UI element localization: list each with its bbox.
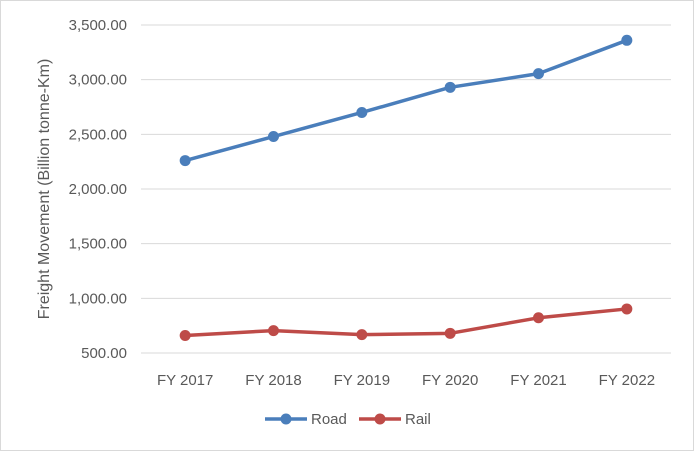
y-tick-label: 1,000.00 [69,290,127,307]
road-data-point [356,106,368,118]
series-group [179,34,633,342]
y-tick-label: 1,500.00 [69,236,127,253]
rail-legend-label: Rail [405,411,431,428]
road-data-point [621,34,633,46]
legend: Road Rail [265,411,431,428]
rail-data-point [444,327,456,339]
x-tick-label: FY 2017 [157,372,213,389]
y-tick-label: 3,500.00 [69,17,127,34]
road-data-point [533,68,544,80]
y-tick-label: 3,000.00 [69,72,127,89]
gridlines [141,24,671,354]
rail-data-point [533,312,544,324]
x-tick-label: FY 2022 [599,372,655,389]
y-tick-label: 2,000.00 [69,181,127,198]
road-data-point [179,155,191,167]
y-tick-labels: 500.00 1,000.00 1,500.00 2,000.00 2,500.00 3,… [69,17,127,362]
road-data-point [444,81,456,93]
rail-data-point [179,330,191,342]
y-axis-title: Freight Movement (Billion tonne-Km) [36,59,53,320]
rail-data-point [356,329,368,341]
road-legend-marker [280,413,292,425]
rail-series-line [183,307,629,338]
y-tick-label: 500.00 [81,345,127,362]
y-tick-label: 2,500.00 [69,126,127,143]
x-tick-label: FY 2020 [422,372,478,389]
road-data-point [268,131,279,143]
rail-data-point [268,325,279,337]
x-tick-label: FY 2021 [510,372,566,389]
x-tick-label: FY 2018 [245,372,301,389]
road-legend-label: Road [311,411,347,428]
x-tick-label: FY 2019 [334,372,390,389]
rail-legend-marker [374,413,386,425]
rail-data-point [621,303,633,315]
x-tick-labels: FY 2017 FY 2018 FY 2019 FY 2020 FY 2021 FY 20… [157,372,655,389]
road-series-line [183,38,629,163]
